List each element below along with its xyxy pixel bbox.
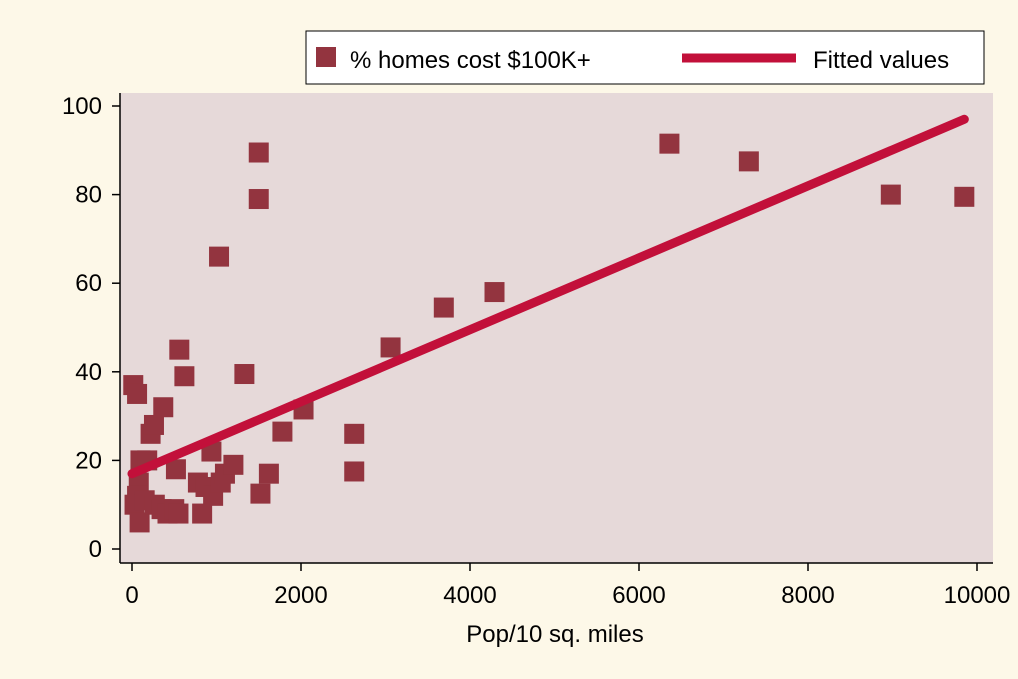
data-point (954, 186, 975, 207)
data-point (192, 503, 213, 524)
y-tick-label: 60 (75, 270, 102, 297)
x-tick-label: 8000 (781, 582, 834, 609)
x-ticks: 0 2000 4000 6000 8000 10000 (125, 563, 1010, 609)
data-point (880, 184, 901, 205)
y-ticks: 0 20 40 60 80 100 (62, 93, 120, 563)
x-tick-label: 10000 (944, 582, 1011, 609)
y-tick-label: 40 (75, 359, 102, 386)
data-point (165, 459, 186, 480)
x-tick-label: 0 (125, 582, 138, 609)
data-point (248, 142, 269, 163)
data-point (344, 423, 365, 444)
fitted-line (127, 114, 969, 479)
legend-label-fit: Fitted values (813, 47, 949, 74)
x-tick-label: 4000 (443, 582, 496, 609)
data-point (380, 337, 401, 358)
x-tick-label: 6000 (612, 582, 665, 609)
data-point (659, 133, 680, 154)
y-tick-label: 0 (89, 536, 102, 563)
data-point (344, 461, 365, 482)
data-point (127, 383, 148, 404)
data-point (143, 414, 164, 435)
data-point (223, 454, 244, 475)
data-point (153, 397, 174, 418)
data-point (484, 282, 505, 303)
legend-box (305, 30, 985, 85)
data-point (234, 364, 255, 385)
data-point (272, 421, 293, 442)
legend-label-scatter: % homes cost $100K+ (350, 47, 591, 74)
data-point (129, 512, 150, 533)
points-layer (123, 133, 975, 533)
data-point (168, 503, 189, 524)
legend-marker-swatch (316, 47, 336, 67)
fit-layer (127, 114, 969, 479)
y-tick-label: 20 (75, 447, 102, 474)
data-point (250, 483, 271, 504)
data-point (738, 151, 759, 172)
y-tick-label: 80 (75, 182, 102, 209)
data-point (248, 189, 269, 210)
data-point (258, 463, 279, 484)
x-axis-label: Pop/10 sq. miles (466, 621, 643, 648)
x-tick-label: 2000 (274, 582, 327, 609)
data-point (433, 297, 454, 318)
y-tick-label: 100 (62, 93, 102, 120)
data-point (169, 339, 190, 360)
data-point (174, 366, 195, 387)
data-point (209, 246, 230, 267)
